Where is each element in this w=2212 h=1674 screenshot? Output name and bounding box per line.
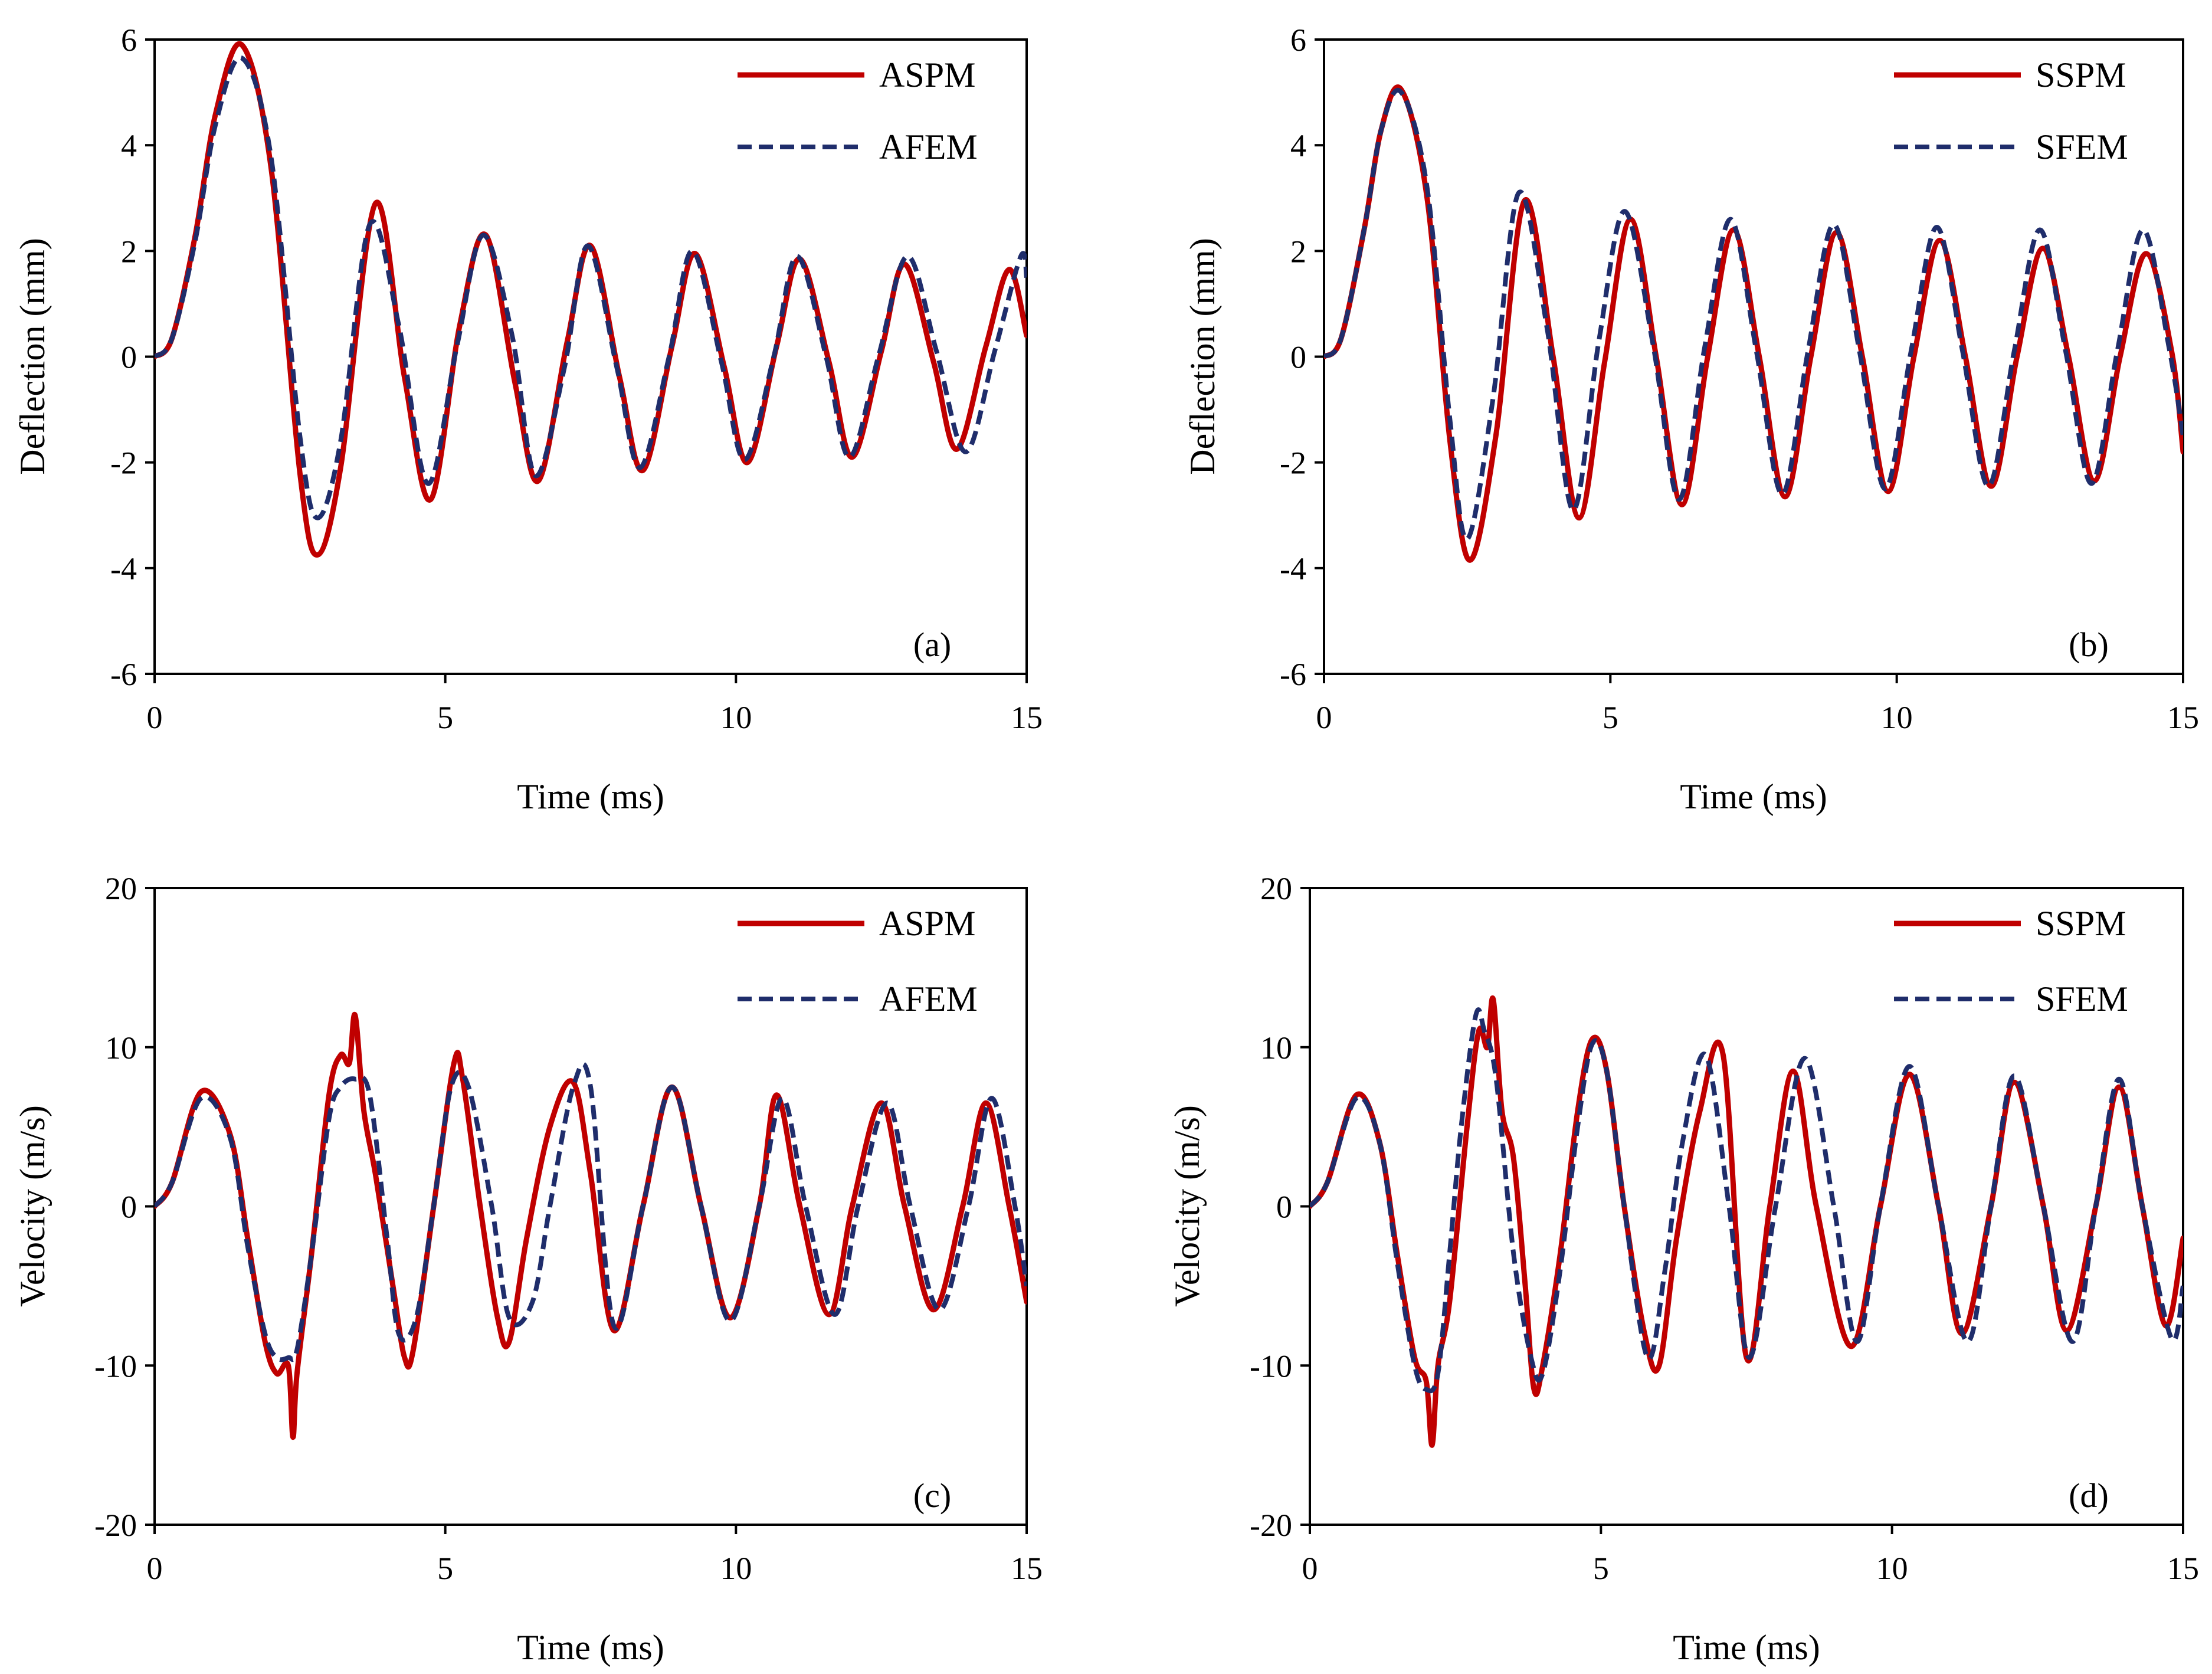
y-tick-label: -20 — [1250, 1508, 1292, 1543]
x-tick-label: 0 — [1302, 1551, 1318, 1586]
x-axis-title: Time (ms) — [1680, 777, 1827, 816]
x-tick-label: 0 — [147, 700, 163, 735]
x-tick-label: 5 — [437, 1551, 453, 1586]
x-tick-label: 10 — [720, 1551, 752, 1586]
legend-label-aspm: ASPM — [879, 55, 975, 94]
x-tick-label: 5 — [437, 700, 453, 735]
x-tick-label: 15 — [1011, 700, 1043, 735]
series-line-sfem — [1324, 87, 2183, 542]
x-tick-label: 15 — [2167, 700, 2199, 735]
series-line-sfem — [1310, 1007, 2183, 1394]
x-tick-label: 0 — [1316, 700, 1332, 735]
x-tick-label: 10 — [1881, 700, 1913, 735]
y-tick-label: -2 — [110, 445, 137, 481]
y-tick-label: -4 — [1280, 551, 1306, 587]
legend-label-sspm: SSPM — [2036, 904, 2126, 943]
x-tick-label: 5 — [1593, 1551, 1609, 1586]
panel-label: (a) — [913, 625, 951, 664]
y-tick-label: 2 — [1290, 234, 1306, 269]
y-tick-label: 20 — [105, 871, 137, 906]
y-tick-label: 20 — [1260, 871, 1292, 906]
y-tick-label: 0 — [121, 1190, 137, 1225]
chart-panel-d: -20 -10 0 10 20 0 5 10 15 Time (ms) Velocity (m/s)… — [1168, 871, 2199, 1667]
x-tick-label: 15 — [1011, 1551, 1043, 1586]
y-tick-label: 0 — [1290, 340, 1306, 375]
panel-label: (c) — [913, 1476, 951, 1515]
x-axis-title: Time (ms) — [1673, 1628, 1820, 1667]
x-tick-label: 5 — [1603, 700, 1618, 735]
x-axis-title: Time (ms) — [517, 1628, 664, 1667]
y-tick-label: 6 — [121, 22, 137, 58]
y-tick-label: -2 — [1280, 445, 1306, 481]
y-tick-label: 10 — [1260, 1030, 1292, 1066]
x-tick-label: 10 — [1876, 1551, 1908, 1586]
y-axis-title: Deflection (mm) — [1183, 238, 1222, 475]
legend-label-sfem: SFEM — [2036, 979, 2128, 1018]
series-line-afem — [155, 55, 1027, 520]
y-axis-title: Velocity (m/s) — [1168, 1105, 1207, 1307]
y-tick-label: 0 — [1276, 1190, 1292, 1225]
legend-label-sspm: SSPM — [2036, 55, 2126, 94]
y-tick-label: 0 — [121, 340, 137, 375]
legend-label-aspm: ASPM — [879, 904, 975, 943]
chart-panel-a: -6 -4 -2 0 2 4 6 0 5 10 15 Time (ms) Deflection (mm)… — [13, 22, 1043, 816]
y-tick-label: -20 — [94, 1508, 137, 1543]
y-tick-label: 4 — [121, 128, 137, 163]
y-tick-label: 6 — [1290, 22, 1306, 58]
x-tick-label: 15 — [2167, 1551, 2199, 1586]
y-tick-label: -6 — [110, 657, 137, 692]
panel-label: (b) — [2069, 625, 2109, 664]
series-line-afem — [155, 1062, 1027, 1362]
y-tick-label: -10 — [1250, 1348, 1292, 1384]
legend-label-afem: AFEM — [879, 127, 978, 166]
y-tick-label: 10 — [105, 1030, 137, 1066]
chart-panel-c: -20 -10 0 10 20 0 5 10 15 Time (ms) Velocity (m/s)… — [13, 871, 1043, 1667]
legend-label-afem: AFEM — [879, 979, 978, 1018]
chart-panel-b: -6 -4 -2 0 2 4 6 0 5 10 15 Time (ms) Deflection (mm)… — [1183, 22, 2199, 816]
y-tick-label: 2 — [121, 234, 137, 269]
y-tick-label: -6 — [1280, 657, 1306, 692]
x-axis-title: Time (ms) — [517, 777, 664, 816]
y-tick-label: -4 — [110, 551, 137, 587]
series-line-aspm — [155, 41, 1027, 558]
y-axis-title: Deflection (mm) — [13, 238, 52, 475]
x-tick-label: 10 — [720, 700, 752, 735]
series-line-sspm — [1310, 995, 2183, 1448]
series-line-aspm — [155, 1011, 1027, 1440]
x-tick-label: 0 — [147, 1551, 163, 1586]
legend-label-sfem: SFEM — [2036, 127, 2128, 166]
y-axis-title: Velocity (m/s) — [13, 1105, 52, 1307]
y-tick-label: -10 — [94, 1348, 137, 1384]
panel-label: (d) — [2069, 1476, 2109, 1515]
y-tick-label: 4 — [1290, 128, 1306, 163]
